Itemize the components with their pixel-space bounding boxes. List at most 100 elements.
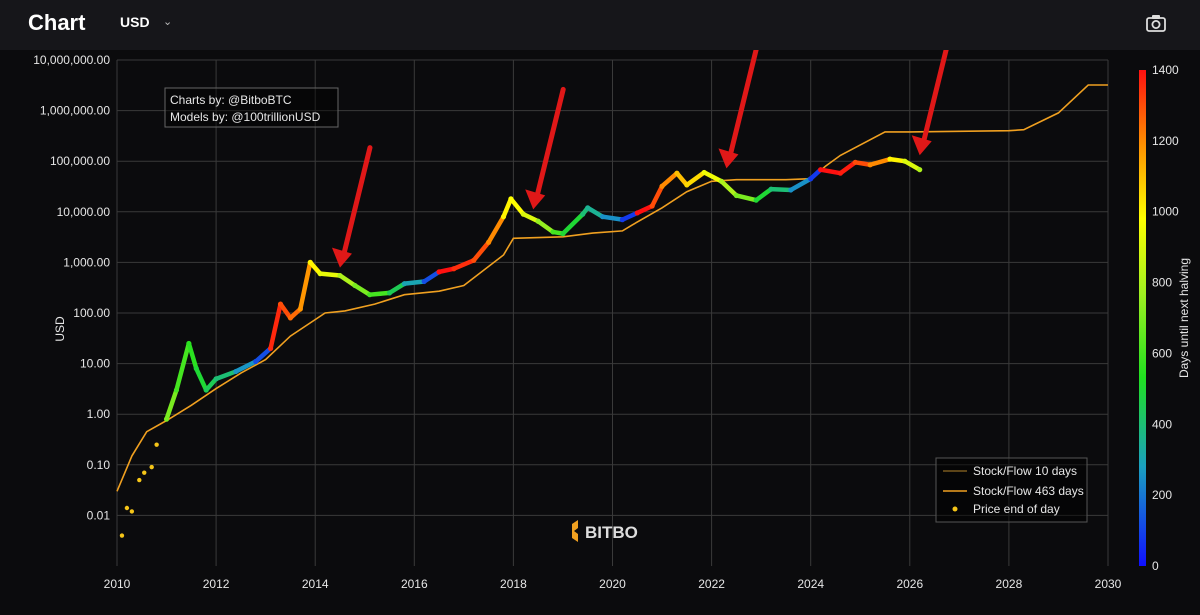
price-point (203, 387, 209, 393)
price-segment (164, 387, 179, 422)
colorbar-tick-label: 800 (1152, 276, 1172, 290)
x-tick-label: 2030 (1095, 577, 1122, 591)
red-arrow (525, 86, 566, 210)
price-point (337, 272, 343, 279)
price-segment (451, 258, 477, 271)
x-tick-label: 2014 (302, 577, 329, 591)
page-title: Chart (28, 10, 86, 35)
x-tick-label: 2010 (104, 577, 131, 591)
price-point (436, 269, 442, 275)
price-segment (253, 346, 273, 364)
price-segment (213, 369, 239, 382)
x-tick-label: 2024 (797, 577, 824, 591)
y-axis: 0.01 0.10 1.00 10.00 100.00 1,000.00 10,000.00… (33, 53, 110, 522)
x-tick-label: 2026 (896, 577, 923, 591)
price-segment (486, 214, 506, 245)
price-point (124, 505, 130, 511)
price-point (253, 358, 259, 365)
price-point (917, 167, 923, 173)
price-point (599, 214, 606, 220)
legend-entry-price: Price end of day (973, 502, 1060, 516)
price-segment (649, 183, 665, 209)
colorbar-tick-label: 1400 (1152, 63, 1179, 77)
price-point (471, 257, 477, 263)
annotation-line-2: Models by: @100trillionUSD (170, 110, 321, 124)
price-point (560, 231, 566, 237)
price-chart: 0.01 0.10 1.00 10.00 100.00 1,000.00 10,000.00… (33, 50, 1191, 591)
price-segment (902, 158, 922, 172)
price-segment (268, 301, 283, 351)
arrow-head (718, 148, 739, 169)
legend-entry-sf10: Stock/Flow 10 days (973, 464, 1077, 478)
price-segment (402, 279, 427, 286)
price-point (317, 271, 323, 277)
stock-flow-463-line (116, 84, 1108, 492)
price-point (401, 281, 407, 287)
price-point (520, 211, 526, 217)
top-bar: Chart USD ⌄ (0, 0, 1200, 50)
price-point (193, 365, 199, 372)
colorbar-tick-label: 200 (1152, 488, 1172, 502)
arrow-shaft (341, 145, 373, 257)
price-point (550, 229, 556, 235)
price-segment (508, 196, 526, 217)
y-tick-label: 1,000.00 (63, 255, 110, 269)
price-point (149, 464, 154, 470)
price-point (451, 266, 457, 272)
y-tick-label: 100,000.00 (50, 154, 110, 168)
price-point (585, 205, 591, 211)
price-segment (367, 290, 392, 297)
colorbar-tick-label: 1000 (1152, 205, 1179, 219)
x-tick-label: 2018 (500, 577, 527, 591)
price-point (837, 170, 844, 176)
price-point (818, 167, 824, 173)
colorbar-tick-label: 600 (1152, 346, 1172, 360)
arrow-shaft (534, 86, 566, 198)
price-point (887, 156, 893, 162)
price-point (684, 182, 690, 188)
price-point (580, 211, 586, 217)
price-point (233, 368, 239, 375)
camera-icon[interactable] (1146, 14, 1166, 32)
price-segment (585, 205, 605, 219)
price-segment (734, 193, 759, 203)
price-point (268, 345, 274, 351)
price-segment (501, 196, 514, 219)
x-axis: 2010 2012 2014 2016 2018 2020 2022 2024 2026 2028… (104, 577, 1122, 591)
y-axis-label: USD (53, 316, 67, 342)
watermark-text: BITBO (585, 523, 638, 542)
price-segment (471, 240, 491, 263)
price-segment (701, 170, 724, 184)
price-point (619, 217, 626, 223)
price-point (718, 178, 725, 184)
price-segment (352, 283, 372, 297)
colorbar-ticks: 0 200 400 600 800 1000 1200 1400 (1152, 63, 1179, 573)
colorbar-label: Days until next halving (1177, 258, 1191, 378)
legend-swatch-price (952, 506, 958, 512)
price-points (119, 156, 923, 538)
arrow-head (331, 247, 352, 268)
price-point (129, 509, 135, 514)
price-segment (788, 176, 813, 193)
colorbar-scale (1139, 70, 1146, 566)
price-segment (867, 156, 893, 168)
price-segment (719, 179, 739, 198)
price-point (163, 416, 170, 422)
x-tick-label: 2016 (401, 577, 428, 591)
legend: Stock/Flow 10 days Stock/Flow 463 days P… (935, 457, 1088, 523)
price-segment (768, 186, 794, 193)
price-point (307, 259, 313, 265)
red-arrow (911, 50, 949, 156)
price-point (902, 158, 908, 164)
price-point (788, 187, 794, 193)
price-segment (838, 160, 858, 176)
colorbar: 0 200 400 600 800 1000 1200 1400 Days until nex… (1139, 63, 1191, 573)
annotation-arrows (331, 50, 949, 268)
red-arrow (331, 145, 373, 268)
price-segment (298, 260, 313, 312)
price-segment (194, 366, 209, 393)
watermark: BITBO (572, 520, 638, 542)
price-segment (174, 341, 192, 393)
y-tick-label: 100.00 (73, 306, 110, 320)
price-segment (535, 219, 556, 235)
